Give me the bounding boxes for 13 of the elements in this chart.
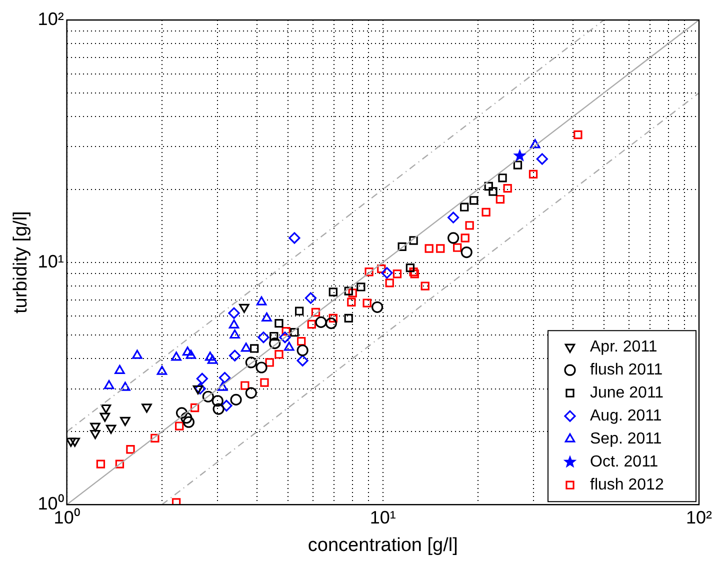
legend-label: Apr. 2011 (590, 338, 658, 356)
legend-label: June 2011 (590, 384, 664, 402)
y-tick-label: 10² (38, 8, 64, 29)
y-tick-label: 10¹ (38, 251, 64, 272)
legend-label: Aug. 2011 (590, 408, 662, 425)
x-tick-label: 10¹ (370, 507, 396, 528)
y-axis-title: turbidity [g/l] (10, 211, 32, 314)
legend-label: Oct. 2011 (590, 454, 658, 471)
legend-label: flush 2012 (590, 476, 664, 494)
x-axis-title: concentration [g/l] (308, 534, 458, 556)
legend-label: flush 2011 (590, 362, 663, 379)
x-tick-label: 10² (686, 507, 712, 528)
legend-label: Sep. 2011 (590, 430, 662, 448)
